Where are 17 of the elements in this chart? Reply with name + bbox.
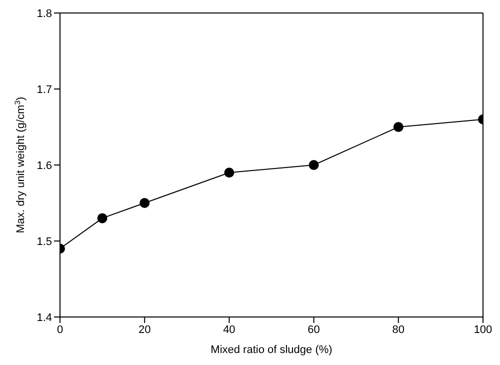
x-tick-label: 100 xyxy=(474,324,492,336)
y-tick-label: 1.5 xyxy=(36,236,52,248)
x-tick-label: 60 xyxy=(308,324,320,336)
point xyxy=(140,198,150,208)
x-axis-title: Mixed ratio of sludge (%) xyxy=(210,344,332,356)
x-tick-label: 40 xyxy=(223,324,236,336)
x-tick-label: 20 xyxy=(138,324,151,336)
x-tick-label: 0 xyxy=(56,324,64,336)
point xyxy=(224,168,234,178)
y-tick-label: 1.4 xyxy=(36,312,52,324)
point xyxy=(97,213,108,224)
point xyxy=(393,122,404,132)
y-tick-label: 1.6 xyxy=(36,160,52,172)
point xyxy=(308,160,319,170)
x-tick-label: 80 xyxy=(392,324,405,336)
y-tick-label: 1.8 xyxy=(36,8,52,20)
y-tick-label: 1.7 xyxy=(36,84,52,96)
